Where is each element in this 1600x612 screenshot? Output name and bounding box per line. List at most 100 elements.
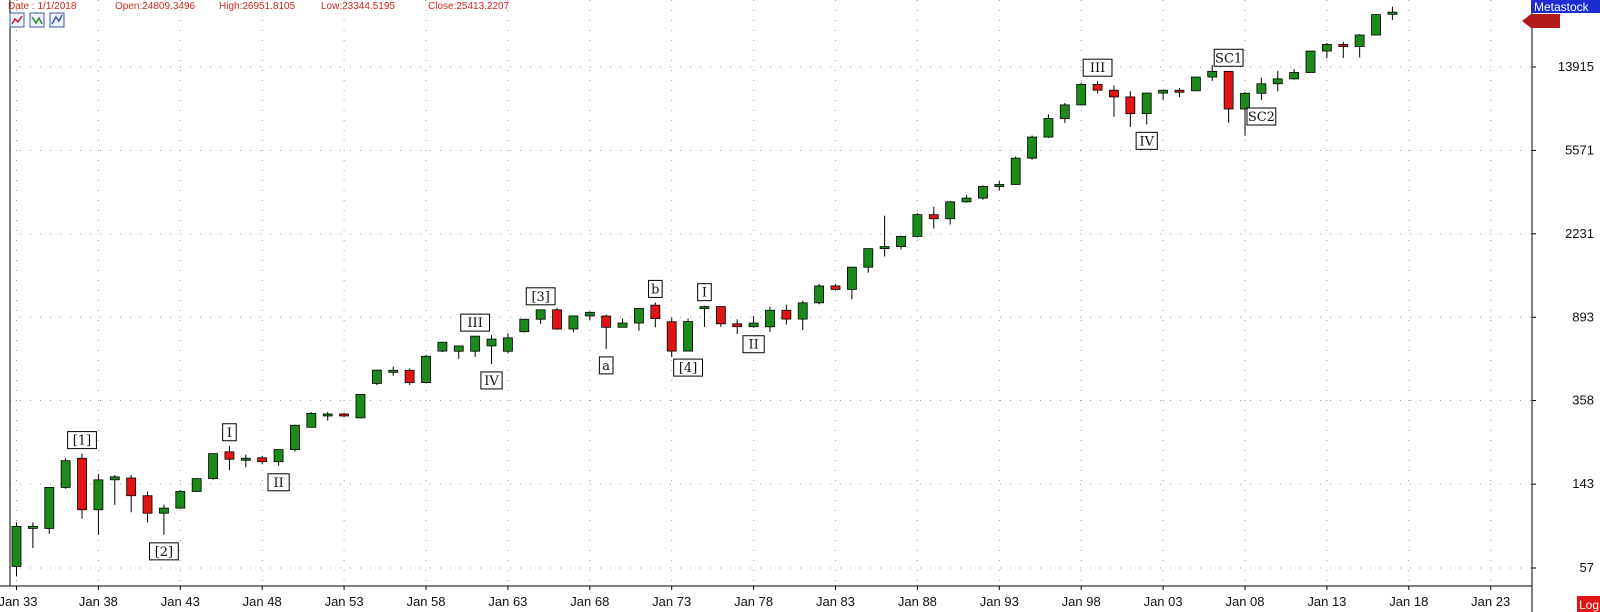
wave-label-text: III xyxy=(1090,61,1105,76)
candle xyxy=(1387,6,1398,20)
candle xyxy=(257,455,268,465)
candle xyxy=(1272,70,1283,92)
candle-body xyxy=(863,248,874,268)
candle xyxy=(1289,69,1300,80)
candle-body xyxy=(945,201,956,220)
candle-body xyxy=(240,457,251,461)
candle-body xyxy=(879,246,890,250)
x-tick-label: Jan 88 xyxy=(898,594,937,609)
wave-label-box xyxy=(1082,58,1113,77)
log-scale-badge[interactable]: Log xyxy=(1577,596,1600,612)
x-tick-label: Jan 13 xyxy=(1307,594,1346,609)
x-tick-label: Jan 18 xyxy=(1389,594,1428,609)
x-tick-label: Jan 53 xyxy=(325,594,364,609)
header-low: Low:23344.5195 xyxy=(321,1,395,12)
candle-body xyxy=(601,315,612,328)
candle xyxy=(699,305,710,327)
candle xyxy=(322,411,333,421)
candle xyxy=(208,453,218,480)
wave-label: III xyxy=(1082,58,1113,77)
y-tick-label: 5571 xyxy=(1565,142,1594,157)
candle-body xyxy=(1371,14,1381,36)
candle xyxy=(978,185,988,200)
wave-label-box xyxy=(1246,107,1277,126)
candle xyxy=(1207,65,1218,81)
wave-label-box xyxy=(267,473,290,492)
x-tick-label: Jan 48 xyxy=(243,594,282,609)
candle-body xyxy=(290,424,300,450)
candle-body xyxy=(1256,83,1267,94)
candle xyxy=(1256,77,1267,101)
candle xyxy=(142,491,153,523)
wave-label-box xyxy=(742,335,765,354)
candle-body xyxy=(404,369,415,383)
chart-tool-icon[interactable] xyxy=(29,12,45,28)
candle xyxy=(732,319,743,335)
candle xyxy=(109,475,120,505)
candle-body xyxy=(11,525,22,567)
log-scale-text: Log xyxy=(1579,598,1599,612)
candle-body xyxy=(1010,157,1021,185)
wave-label-text: SC1 xyxy=(1215,51,1242,66)
candle xyxy=(27,522,38,548)
candle xyxy=(371,369,382,386)
candle xyxy=(879,215,890,257)
candle-body xyxy=(732,323,743,328)
candle xyxy=(1010,156,1021,185)
candle xyxy=(1158,89,1168,100)
candle xyxy=(568,315,579,333)
wave-label-box xyxy=(1135,131,1158,150)
candle-body xyxy=(1076,83,1087,106)
candle-body xyxy=(1141,92,1152,115)
candle xyxy=(1174,88,1185,98)
candle-body xyxy=(568,315,579,330)
candle-body xyxy=(1223,70,1234,110)
candle-body xyxy=(634,307,644,324)
header-open: Open:24809.3496 xyxy=(115,1,196,12)
candle-body xyxy=(273,449,284,463)
candle xyxy=(814,283,825,305)
candle-body xyxy=(142,495,153,514)
x-tick-label: Jan 58 xyxy=(406,594,445,609)
candle xyxy=(339,412,350,418)
candle-body xyxy=(535,309,546,320)
y-tick-label: 2231 xyxy=(1565,226,1594,241)
wave-label: [2] xyxy=(149,542,179,561)
candle xyxy=(1305,50,1316,73)
wave-label-box xyxy=(673,358,703,377)
candle-body xyxy=(224,451,235,460)
candle xyxy=(830,283,841,291)
candle xyxy=(781,304,792,325)
wave-label-box xyxy=(480,371,503,390)
wave-label-box xyxy=(648,279,663,298)
candle-body xyxy=(912,214,923,237)
candle-body xyxy=(896,235,906,247)
candle-body xyxy=(1289,72,1300,80)
candle xyxy=(912,213,923,238)
candle xyxy=(93,473,104,535)
candle-body xyxy=(666,321,677,352)
x-tick-label: Jan 23 xyxy=(1471,594,1510,609)
candle-body xyxy=(388,369,399,373)
candle-body xyxy=(1092,83,1103,91)
candle-body xyxy=(486,338,497,347)
candle xyxy=(1076,82,1087,106)
candle xyxy=(159,504,169,535)
wave-label-box xyxy=(1213,48,1244,67)
candle-body xyxy=(60,460,71,488)
wave-label-text: a xyxy=(602,359,610,374)
x-tick-label: Jan 93 xyxy=(980,594,1019,609)
wave-label-text: SC2 xyxy=(1248,110,1275,125)
candle xyxy=(1240,91,1250,136)
candle-body xyxy=(453,345,464,352)
chart-tool-icon[interactable] xyxy=(49,12,65,28)
candle-body xyxy=(1354,34,1365,47)
candle xyxy=(928,206,939,229)
chart-tool-icon[interactable] xyxy=(9,12,25,28)
x-tick-label: Jan 38 xyxy=(79,594,118,609)
candle-body xyxy=(339,413,350,417)
candle-body xyxy=(175,491,186,509)
candles-layer xyxy=(11,6,1398,577)
y-tick-label: 13915 xyxy=(1558,59,1594,74)
